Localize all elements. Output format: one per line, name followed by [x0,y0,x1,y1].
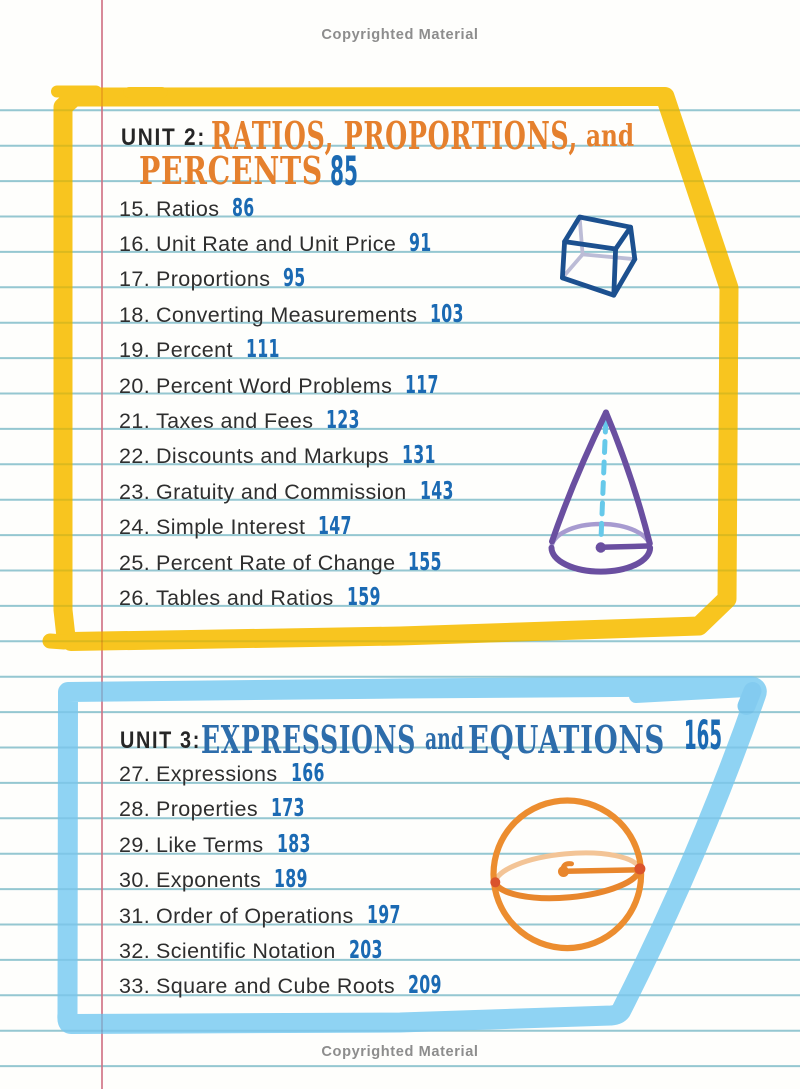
unit-2-title-conjunction: and [586,118,635,154]
toc-row: 29. Like Terms 183 [119,828,330,858]
toc-item-number: 31. [119,903,151,928]
unit-3-title-part1: EXPRESSIONS [201,716,417,762]
unit-2-title-part1: RATIOS, PROPORTIONS, [211,112,579,158]
toc-item-page: 131 [402,440,436,470]
toc-item-number: 32. [119,938,151,963]
copyright-notice-bottom: Copyrighted Material [321,1044,479,1061]
toc-item-title: Properties [156,797,258,822]
toc-item-title: Unit Rate and Unit Price [156,231,397,256]
toc-item-number: 30. [119,868,151,893]
toc-item-title: Scientific Notation [156,938,336,963]
toc-item-number: 24. [119,515,151,540]
unit-3-label: UNIT 3: [120,726,201,754]
rule-lines-overlay [0,109,800,1068]
toc-item-number: 33. [119,974,151,999]
toc-item-number: 21. [119,408,151,433]
toc-item-title: Expressions [156,761,278,786]
unit-2-page-number: 85 [330,148,358,195]
toc-item-page: 155 [408,546,443,576]
toc-item-page: 197 [366,899,401,929]
toc-row: 27. Expressions 166 [119,757,344,787]
toc-item-title: Exponents [156,868,262,893]
toc-item-number: 25. [119,550,151,575]
toc-item-page: 183 [276,828,311,858]
toc-item-page: 203 [348,934,383,964]
toc-row: 15. Ratios 86 [119,192,268,222]
toc-item-number: 19. [119,338,151,363]
toc-item-page: 209 [408,970,442,1000]
toc-item-page: 117 [405,369,440,399]
toc-row: 16. Unit Rate and Unit Price 91 [119,227,445,257]
toc-row: 19. Percent 111 [119,334,300,364]
toc-item-title: Tables and Ratios [156,585,334,610]
toc-item-page: 147 [318,511,353,541]
toc-item-page: 166 [290,757,325,787]
toc-item-title: Order of Operations [156,903,354,928]
unit-3-page-number: 165 [684,712,723,759]
toc-row: 31. Order of Operations 197 [119,899,420,929]
toc-item-number: 29. [119,832,151,857]
toc-item-page: 123 [326,404,361,434]
toc-item-title: Square and Cube Roots [156,974,396,999]
unit-3-title-part2: EQUATIONS [468,716,665,762]
toc-item-page: 95 [283,263,306,293]
toc-row: 22. Discounts and Markups 131 [119,440,456,470]
toc-item-page: 91 [409,227,432,257]
cube-icon [560,214,638,298]
toc-item-page: 86 [232,192,255,222]
toc-row: 26. Tables and Ratios 159 [119,581,400,611]
unit-2-title-part2: PERCENTS [139,148,324,194]
copyright-notice-top: Copyrighted Material [321,27,479,44]
toc-row: 32. Scientific Notation 203 [119,934,402,964]
toc-item-number: 28. [119,797,151,822]
toc-item-title: Taxes and Fees [156,408,314,433]
toc-item-number: 18. [119,302,151,327]
toc-row: 21. Taxes and Fees 123 [119,404,380,434]
toc-item-title: Proportions [156,267,271,292]
toc-item-title: Simple Interest [156,515,306,540]
cone-icon [548,409,654,575]
toc-item-number: 15. [119,196,151,221]
toc-row: 23. Gratuity and Commission 143 [119,475,473,505]
toc-row: 33. Square and Cube Roots 209 [119,970,462,1000]
toc-item-number: 17. [119,267,151,292]
toc-item-title: Like Terms [156,832,264,857]
toc-item-title: Discounts and Markups [156,444,390,469]
unit-2-label: UNIT 2: [121,124,206,152]
toc-item-title: Ratios [156,196,220,221]
toc-row: 30. Exponents 189 [119,864,328,894]
toc-item-page: 189 [274,864,309,894]
toc-item-page: 143 [419,475,454,505]
toc-item-page: 103 [430,298,465,328]
toc-item-number: 27. [119,761,151,786]
toc-row: 24. Simple Interest 147 [119,511,372,541]
toc-item-number: 26. [119,585,151,610]
toc-item-number: 22. [119,444,151,469]
toc-row: 20. Percent Word Problems 117 [119,369,459,399]
toc-item-title: Converting Measurements [156,302,418,327]
toc-item-page: 159 [346,581,381,611]
unit-3-title-conjunction: and [425,721,465,757]
toc-item-page: 111 [245,334,280,364]
toc-row: 25. Percent Rate of Change 155 [119,546,462,576]
sphere-icon [490,797,646,952]
toc-row: 28. Properties 173 [119,793,325,823]
toc-item-title: Percent [156,338,233,363]
toc-item-number: 23. [119,479,151,504]
toc-item-number: 16. [119,231,151,256]
toc-item-title: Percent Rate of Change [156,550,396,575]
toc-item-number: 20. [119,373,151,398]
toc-row: 17. Proportions 95 [119,263,319,293]
unit3-frame [57,676,767,1034]
toc-item-page: 173 [271,793,305,823]
toc-row: 18. Converting Measurements 103 [119,298,484,328]
toc-item-title: Gratuity and Commission [156,479,407,504]
toc-item-title: Percent Word Problems [156,373,393,398]
